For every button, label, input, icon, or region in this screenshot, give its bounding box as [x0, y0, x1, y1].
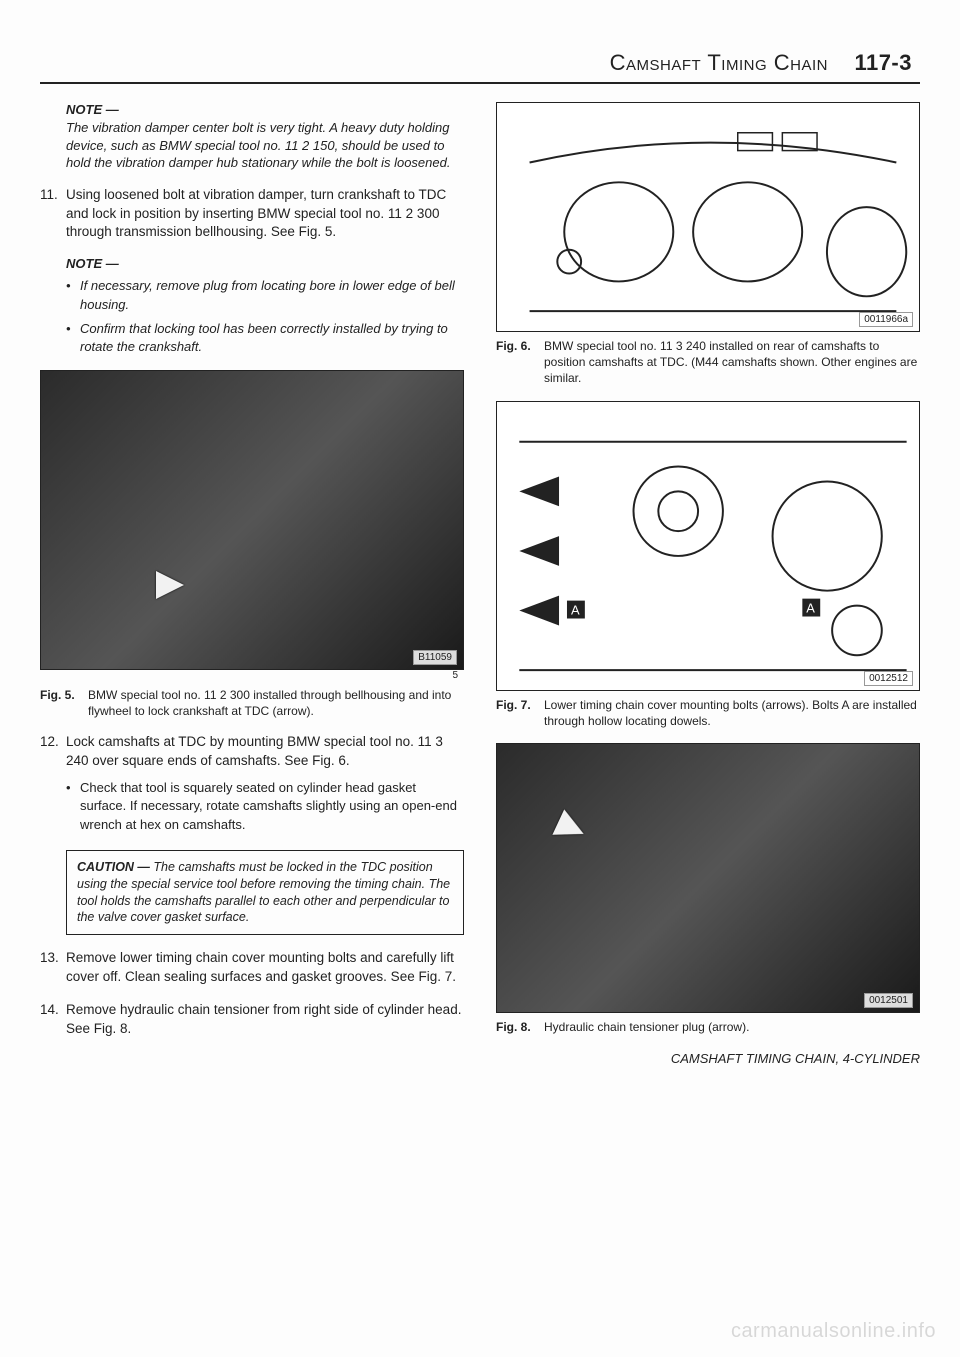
arrow-icon [552, 809, 589, 846]
arrow-icon [156, 571, 184, 599]
right-column: 0011966a Fig. 6. BMW special tool no. 11… [496, 102, 920, 1066]
header-rule [40, 82, 920, 84]
bullet-dot: • [66, 779, 80, 834]
svg-text:A: A [806, 600, 815, 615]
note-bullet: • Confirm that locking tool has been cor… [66, 320, 464, 356]
bullet-text: If necessary, remove plug from locating … [80, 277, 464, 313]
bullet-text: Check that tool is squarely seated on cy… [80, 779, 464, 834]
caution-box: CAUTION — The camshafts must be locked i… [66, 850, 464, 936]
caption-text: Hydraulic chain tensioner plug (arrow). [544, 1019, 920, 1035]
caption-label: Fig. 5. [40, 687, 88, 719]
page-number: 117-3 [854, 50, 912, 75]
figure-5-caption: Fig. 5. BMW special tool no. 11 2 300 in… [40, 687, 464, 719]
note-heading: NOTE — [66, 256, 464, 271]
note-body: The vibration damper center bolt is very… [66, 119, 464, 172]
line-art [497, 103, 919, 331]
page-header: Camshaft Timing Chain 117-3 [40, 50, 920, 76]
svg-text:A: A [571, 602, 580, 617]
step-12: 12. Lock camshafts at TDC by mounting BM… [40, 733, 464, 835]
bullet-text: Confirm that locking tool has been corre… [80, 320, 464, 356]
figure-7-caption: Fig. 7. Lower timing chain cover mountin… [496, 697, 920, 729]
line-art: A A [497, 402, 919, 690]
figure-6-caption: Fig. 6. BMW special tool no. 11 3 240 in… [496, 338, 920, 387]
manual-page: Camshaft Timing Chain 117-3 NOTE — The v… [0, 0, 960, 1357]
bullet-dot: • [66, 277, 80, 313]
note-block: NOTE — The vibration damper center bolt … [66, 102, 464, 172]
bullet-dot: • [66, 320, 80, 356]
section-footer: CAMSHAFT TIMING CHAIN, 4-CYLINDER [496, 1051, 920, 1066]
step-13: 13. Remove lower timing chain cover moun… [40, 949, 464, 987]
caption-label: Fig. 8. [496, 1019, 544, 1035]
note-block: NOTE — • If necessary, remove plug from … [66, 256, 464, 356]
figure-id: B11059 [413, 650, 457, 665]
caption-text: BMW special tool no. 11 2 300 installed … [88, 687, 464, 719]
step-bullet: • Check that tool is squarely seated on … [66, 779, 464, 834]
figure-id: 0012501 [864, 993, 913, 1008]
step-number: 12. [40, 733, 66, 835]
header-title: Camshaft Timing Chain [610, 50, 828, 75]
caption-text: Lower timing chain cover mounting bolts … [544, 697, 920, 729]
note-heading: NOTE — [66, 102, 464, 117]
figure-8-image: 0012501 [496, 743, 920, 1013]
step-11: 11. Using loosened bolt at vibration dam… [40, 186, 464, 243]
figure-8-caption: Fig. 8. Hydraulic chain tensioner plug (… [496, 1019, 920, 1035]
step-text: Remove hydraulic chain tensioner from ri… [66, 1001, 464, 1039]
watermark: carmanualsonline.info [731, 1320, 936, 1343]
caption-text: BMW special tool no. 11 3 240 installed … [544, 338, 920, 387]
step-number: 14. [40, 1001, 66, 1039]
figure-subid: 5 [40, 670, 464, 681]
figure-id: 0011966a [859, 312, 913, 327]
step-text: Using loosened bolt at vibration damper,… [66, 186, 464, 243]
figure-5-image: B11059 [40, 370, 464, 670]
caption-label: Fig. 7. [496, 697, 544, 729]
left-column: NOTE — The vibration damper center bolt … [40, 102, 464, 1066]
figure-7-image: A A 0012512 [496, 401, 920, 691]
note-bullet: • If necessary, remove plug from locatin… [66, 277, 464, 313]
caution-heading: CAUTION — [77, 860, 150, 874]
two-columns: NOTE — The vibration damper center bolt … [40, 102, 920, 1066]
step-number: 11. [40, 186, 66, 243]
step-number: 13. [40, 949, 66, 987]
step-text: Lock camshafts at TDC by mounting BMW sp… [66, 733, 464, 835]
caption-label: Fig. 6. [496, 338, 544, 387]
step-14: 14. Remove hydraulic chain tensioner fro… [40, 1001, 464, 1039]
step-text: Remove lower timing chain cover mounting… [66, 949, 464, 987]
figure-id: 0012512 [864, 671, 913, 686]
figure-6-image: 0011966a [496, 102, 920, 332]
